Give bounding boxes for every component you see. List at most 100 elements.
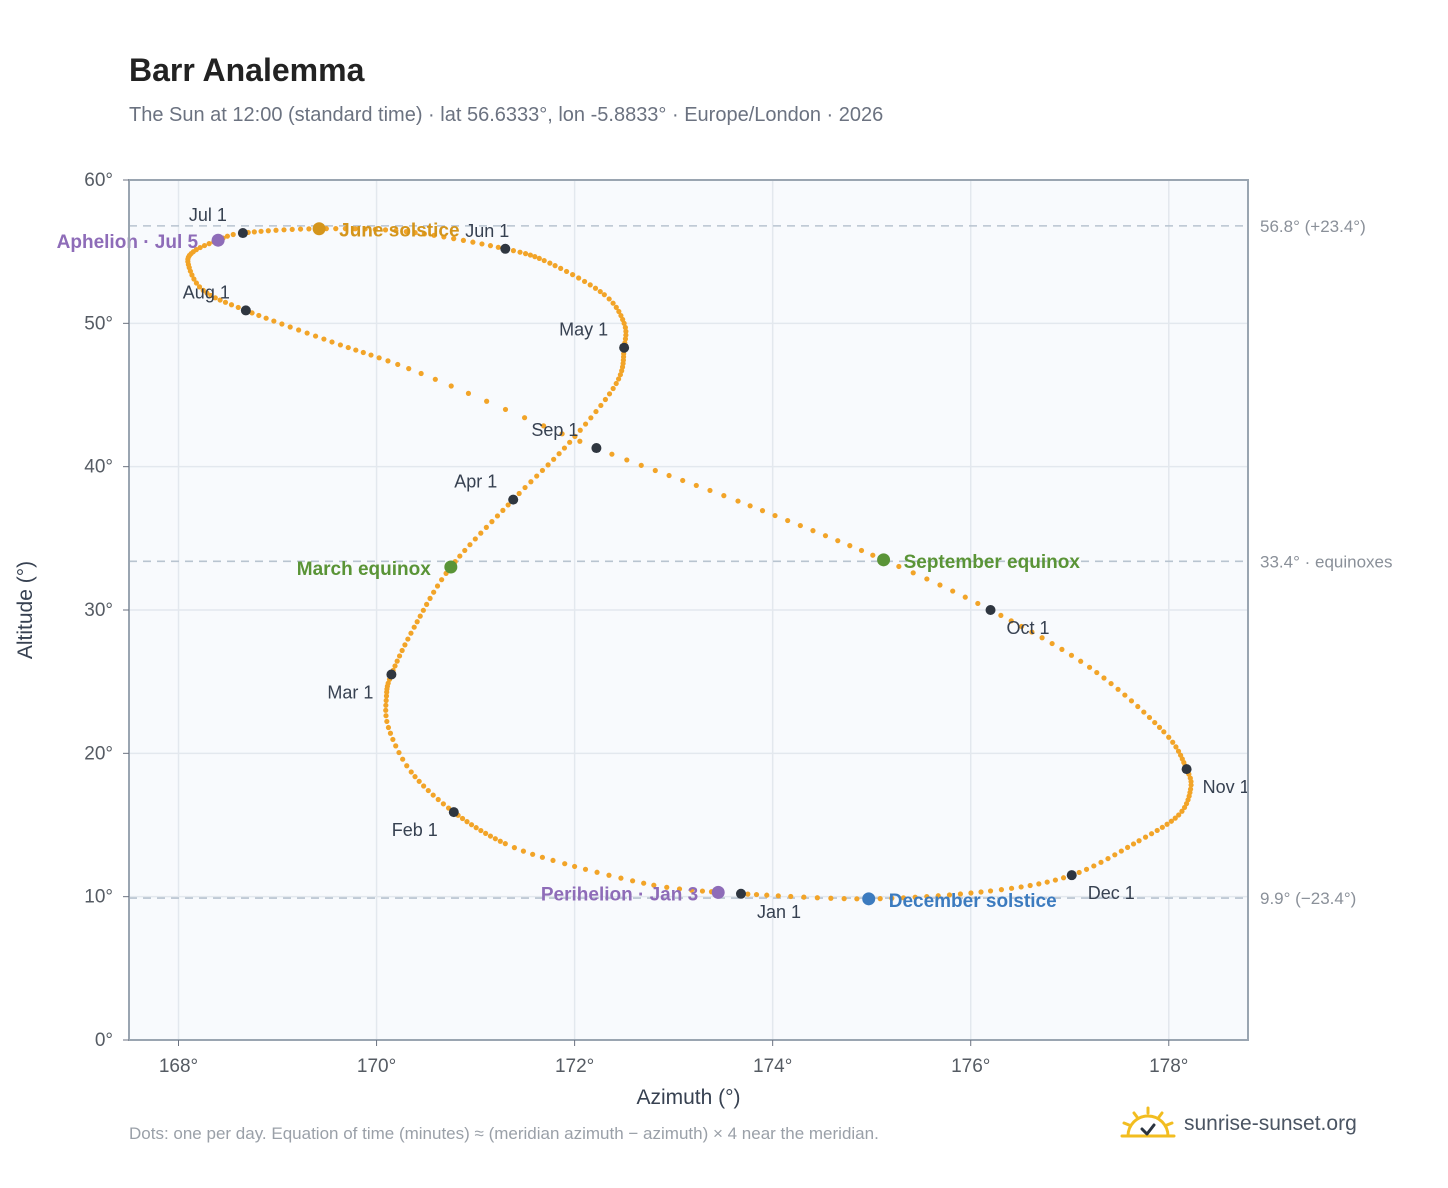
x-tick-label: 176° <box>951 1056 990 1077</box>
event-marker-dot <box>211 233 225 247</box>
day-dot <box>427 595 433 601</box>
day-dot <box>421 231 428 237</box>
day-dot <box>483 524 489 530</box>
day-dot <box>1027 882 1033 889</box>
day-dot <box>228 302 235 308</box>
event-marker-label: March equinox <box>297 559 432 580</box>
day-dot <box>478 827 484 834</box>
day-dot <box>487 243 494 249</box>
day-dot <box>421 783 427 789</box>
day-dot <box>502 841 508 847</box>
day-dot <box>577 427 583 433</box>
day-dot <box>552 263 558 269</box>
day-dot <box>273 227 279 233</box>
day-dot <box>1008 885 1015 891</box>
day-dot <box>368 352 374 358</box>
day-dot <box>946 892 953 898</box>
day-dot <box>1164 821 1170 827</box>
day-dot <box>395 361 401 368</box>
day-dot <box>910 570 916 576</box>
day-dot <box>249 310 255 316</box>
day-dot <box>431 232 437 238</box>
month-marker-label: Sep 1 <box>531 420 578 440</box>
day-dot <box>494 513 501 519</box>
day-dot <box>1188 782 1194 788</box>
chart-title: Barr Analemma <box>129 52 365 88</box>
day-dot <box>664 884 670 890</box>
day-dot <box>638 462 644 468</box>
day-dot <box>204 290 210 296</box>
day-dot <box>462 547 468 554</box>
month-marker-dot <box>448 807 459 818</box>
day-dot <box>473 825 479 831</box>
x-tick-label: 172° <box>555 1056 594 1077</box>
day-dot <box>854 896 860 902</box>
day-dot <box>1101 675 1107 681</box>
day-dot <box>699 888 706 894</box>
y-tick-label: 0° <box>95 1030 113 1051</box>
day-dot <box>594 869 600 875</box>
day-dot <box>539 854 546 860</box>
day-dot <box>495 244 501 250</box>
brand[interactable]: sunrise-sunset.org <box>1120 1104 1357 1144</box>
y-tick-label: 60° <box>84 170 113 191</box>
day-dot <box>520 848 527 854</box>
day-dot <box>1156 724 1163 730</box>
day-dot <box>652 467 658 474</box>
day-dot <box>201 242 208 249</box>
day-dot <box>196 284 203 290</box>
day-dot <box>870 552 876 558</box>
day-dot <box>530 851 536 857</box>
reference-line-label: 33.4° · equinoxes <box>1260 552 1393 571</box>
day-dot <box>1068 652 1075 658</box>
day-dot <box>601 292 607 298</box>
day-dot <box>385 358 391 364</box>
day-dot <box>987 888 994 894</box>
day-dot <box>577 438 583 444</box>
day-dot <box>304 330 310 336</box>
day-dot <box>775 893 781 899</box>
day-dot <box>470 239 476 245</box>
day-dot <box>561 445 568 451</box>
day-dot <box>505 502 511 508</box>
day-dot <box>478 530 484 536</box>
day-dot <box>1094 669 1100 676</box>
day-dot <box>424 601 430 607</box>
day-dot <box>975 600 981 607</box>
day-dot <box>1176 812 1182 818</box>
day-dot <box>536 255 542 262</box>
day-dot <box>390 736 396 743</box>
day-dot <box>1036 881 1042 887</box>
day-dot <box>1168 818 1174 824</box>
y-tick-label: 20° <box>84 743 113 764</box>
day-dot <box>810 528 816 534</box>
day-dot <box>688 887 695 893</box>
day-dot <box>609 451 615 457</box>
day-dot <box>193 280 200 286</box>
day-dot <box>230 231 236 238</box>
day-dot <box>396 749 402 756</box>
day-dot <box>489 519 495 525</box>
day-dot <box>539 467 546 474</box>
day-dot <box>217 297 223 303</box>
day-dot <box>459 815 466 822</box>
month-marker-label: May 1 <box>559 320 608 340</box>
day-dot <box>1152 719 1158 726</box>
footnote: Dots: one per day. Equation of time (min… <box>129 1124 879 1143</box>
month-marker-label: Jun 1 <box>465 221 509 241</box>
day-dot <box>393 743 399 749</box>
day-dot <box>460 237 467 243</box>
grid-lines <box>129 180 1248 1040</box>
day-dot <box>416 778 422 784</box>
day-dot <box>464 819 470 825</box>
day-dot <box>353 347 359 353</box>
day-dot <box>418 370 424 377</box>
brand-name[interactable]: sunrise-sunset.org <box>1184 1112 1357 1135</box>
day-dot <box>435 796 441 803</box>
day-dot <box>1098 859 1104 865</box>
day-dot <box>1118 848 1124 854</box>
month-marker-dot <box>508 494 519 505</box>
day-dot <box>735 498 741 504</box>
day-dot <box>511 845 518 851</box>
